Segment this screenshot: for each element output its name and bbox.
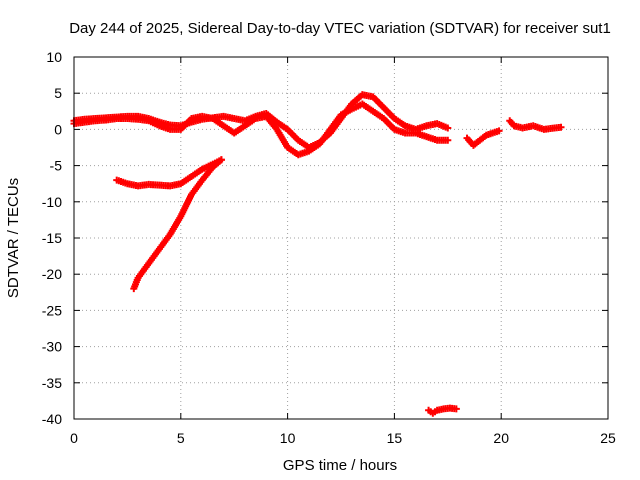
data-point xyxy=(217,156,225,164)
series-late-scatter xyxy=(463,127,503,149)
data-point xyxy=(495,127,503,135)
data-point xyxy=(444,124,452,132)
series-rising-track xyxy=(130,156,225,293)
x-tick-label: 5 xyxy=(177,430,185,446)
data-point xyxy=(452,405,460,413)
data-point xyxy=(557,123,565,131)
y-tick-label: -5 xyxy=(50,158,63,174)
y-tick-label: -30 xyxy=(42,339,62,355)
y-axis-label: SDTVAR / TECUs xyxy=(5,178,22,298)
axis-ticks: 0 5 10 15 20 25 10 5 0 -5 -10 -15 -20 -25 -30 -35 -40 xyxy=(42,49,616,446)
x-tick-label: 25 xyxy=(600,430,616,446)
y-tick-label: 10 xyxy=(46,49,62,65)
series-isolated-segment xyxy=(425,404,460,417)
y-tick-label: -15 xyxy=(42,230,62,246)
data-point xyxy=(444,136,452,144)
y-tick-label: -10 xyxy=(42,194,62,210)
x-tick-label: 0 xyxy=(70,430,78,446)
y-tick-label: -20 xyxy=(42,266,62,282)
series-main-band-b xyxy=(70,100,452,159)
x-tick-label: 20 xyxy=(493,430,509,446)
data-points xyxy=(70,91,565,417)
series-late-band xyxy=(506,117,565,133)
y-tick-label: 5 xyxy=(54,85,62,101)
x-axis-label: GPS time / hours xyxy=(283,457,397,474)
y-tick-label: -25 xyxy=(42,302,62,318)
y-tick-label: -35 xyxy=(42,375,62,391)
grid-layer xyxy=(74,57,608,419)
chart-title: Day 244 of 2025, Sidereal Day-to-day VTE… xyxy=(69,20,611,37)
x-tick-label: 15 xyxy=(387,430,403,446)
y-tick-label: 0 xyxy=(54,121,62,137)
x-tick-label: 10 xyxy=(280,430,296,446)
y-tick-label: -40 xyxy=(42,411,62,427)
